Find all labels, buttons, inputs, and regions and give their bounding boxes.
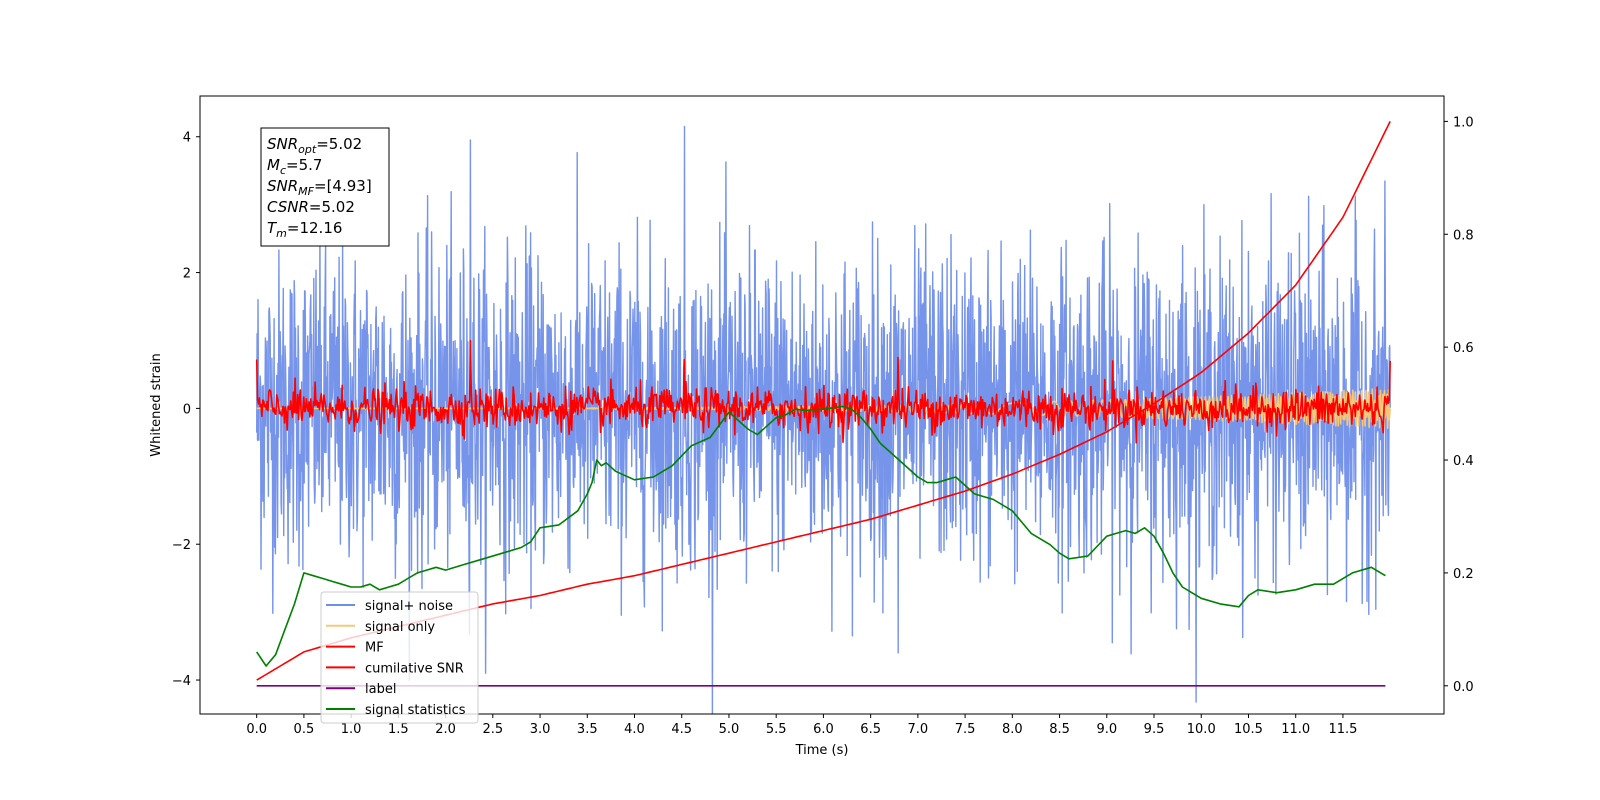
legend: signal+ noise signal only MF cumilative SNR… <box>320 591 479 724</box>
x-tick-label: 5.5 <box>766 722 787 737</box>
x-tick-label: 11.5 <box>1328 722 1357 737</box>
legend-frame <box>320 591 479 724</box>
x-tick-label: 9.0 <box>1096 722 1117 737</box>
x-tick-label: 3.0 <box>530 722 551 737</box>
x-tick-label: 11.0 <box>1281 722 1310 737</box>
annotation-subscript: MF <box>298 185 314 198</box>
annotation-symbol: M <box>267 156 280 174</box>
x-tick-label: 6.5 <box>860 722 881 737</box>
y2-tick-label: 1.0 <box>1453 115 1474 130</box>
x-tick-label: 8.0 <box>1002 722 1023 737</box>
legend-label: cumilative SNR <box>365 661 464 676</box>
x-tick-label: 8.5 <box>1049 722 1070 737</box>
legend-label: signal+ noise <box>365 599 453 614</box>
annotation-symbol: CSNR <box>267 198 309 216</box>
annotation-line: SNRMF=[4.93] <box>267 177 372 198</box>
annotation-symbol: SNR <box>267 177 298 195</box>
x-tick-label: 2.0 <box>435 722 456 737</box>
legend-label: signal only <box>365 620 435 635</box>
annotation-value: =5.02 <box>316 135 362 153</box>
annotation-symbol: T <box>267 219 278 237</box>
annotation-value: =12.16 <box>287 219 343 237</box>
y-tick-label: 2 <box>183 267 191 282</box>
x-tick-label: 3.5 <box>577 722 598 737</box>
annotation-value: =[4.93] <box>314 177 372 195</box>
x-tick-label: 7.0 <box>908 722 929 737</box>
x-axis-title: Time (s) <box>795 743 849 758</box>
x-tick-label: 2.5 <box>482 722 503 737</box>
x-tick-label: 10.0 <box>1187 722 1216 737</box>
x-tick-label: 6.0 <box>813 722 834 737</box>
x-tick-label: 4.5 <box>671 722 692 737</box>
x-axis: 0.0 0.5 1.0 1.5 2.0 2.5 3.0 3.5 4.0 4.5 5.0 5.5 6.0 6… <box>246 714 1357 737</box>
x-tick-label: 0.5 <box>294 722 315 737</box>
x-tick-label: 7.5 <box>955 722 976 737</box>
annotation-box: SNRopt=5.02Mc=5.7SNRMF=[4.93]CSNR=5.02Tm… <box>260 127 390 247</box>
annotation-subscript: c <box>280 164 286 177</box>
y-tick-label: −2 <box>172 538 191 553</box>
y-axis-title: Whitened strain <box>149 353 164 456</box>
x-tick-label: 1.5 <box>388 722 409 737</box>
x-tick-label: 10.5 <box>1234 722 1263 737</box>
annotation-line: CSNR=5.02 <box>267 198 355 216</box>
x-tick-label: 5.0 <box>719 722 740 737</box>
x-tick-label: 0.0 <box>246 722 267 737</box>
y2-tick-label: 0.8 <box>1453 228 1474 243</box>
y-tick-label: 0 <box>183 402 191 417</box>
y-tick-label: 4 <box>183 131 191 146</box>
legend-label: label <box>365 682 396 697</box>
annotation-value: =5.02 <box>309 198 355 216</box>
legend-label: signal statistics <box>365 703 466 718</box>
y2-tick-label: 0.4 <box>1453 454 1474 469</box>
series-line-signal-noise <box>256 125 1391 714</box>
x-tick-label: 4.0 <box>624 722 645 737</box>
y-axis-left: −4 −2 0 2 4 <box>172 131 200 689</box>
annotation-symbol: SNR <box>267 135 298 153</box>
plot-frame <box>199 95 1445 715</box>
y2-tick-label: 0.2 <box>1453 567 1474 582</box>
y-tick-label: −4 <box>172 674 191 689</box>
x-tick-label: 1.0 <box>341 722 362 737</box>
annotation-line: Mc=5.7 <box>267 156 322 177</box>
annotation-line: SNRopt=5.02 <box>267 135 362 156</box>
series-line-signal-statistics <box>256 405 1386 667</box>
y-axis-right: 0.0 0.2 0.4 0.6 0.8 1.0 <box>1444 115 1474 695</box>
legend-label: MF <box>365 641 384 656</box>
x-tick-label: 9.5 <box>1144 722 1165 737</box>
annotation-line: Tm=12.16 <box>267 219 342 240</box>
annotation-value: =5.7 <box>286 156 322 174</box>
annotation-frame <box>260 127 390 247</box>
annotation-subscript: opt <box>298 143 317 156</box>
y2-tick-label: 0.0 <box>1453 680 1474 695</box>
y2-tick-label: 0.6 <box>1453 341 1474 356</box>
annotation-subscript: m <box>276 227 287 240</box>
series-line-mf <box>255 339 1391 444</box>
